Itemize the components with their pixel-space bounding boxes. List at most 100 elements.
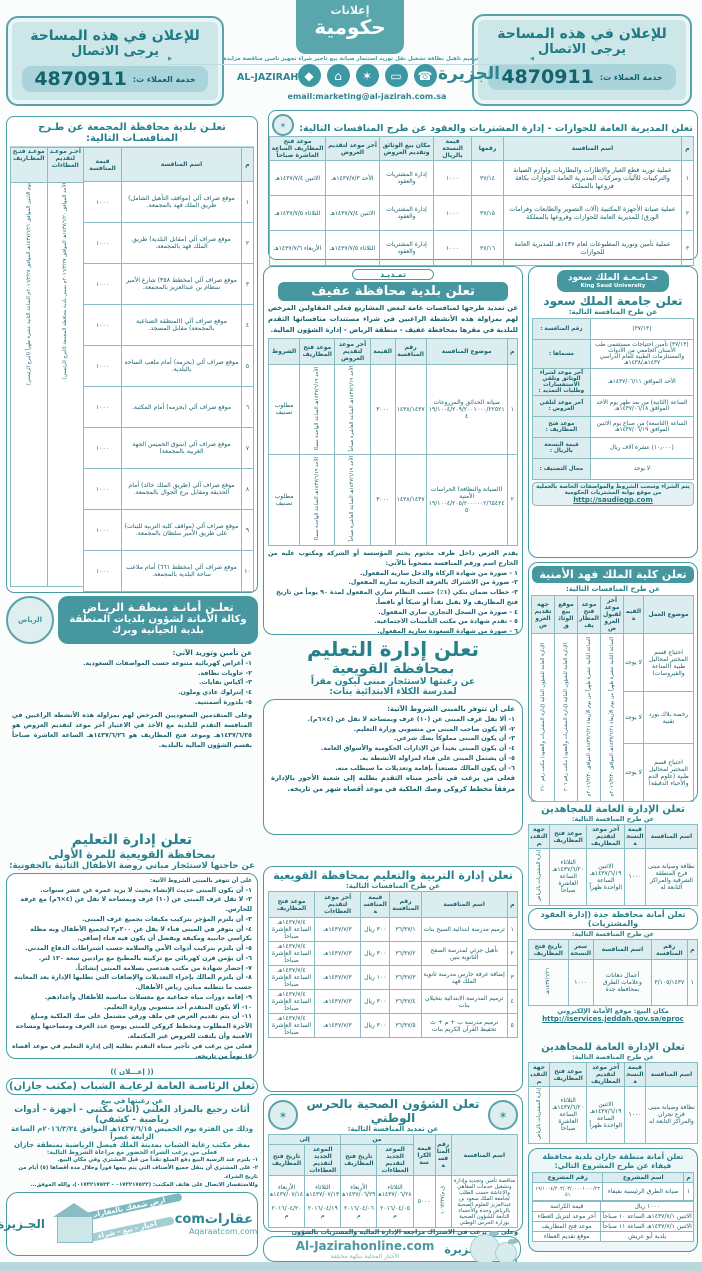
aqaraat-ad-banner[interactable]: عقاراتcom Aqaraatcom.com ارضِ شغفك بالعق…: [0, 1192, 258, 1256]
column-header: قيمة النسخة: [623, 1062, 646, 1087]
list-item: ٣- أن يكون المبنى مملوكاً بصك شرعي.: [393, 735, 515, 743]
edu-taleem-footer: فعلى من يرغب في تأجير مبناه التقدم بطلبه…: [271, 774, 515, 794]
arrow-left-icon: ▶: [168, 56, 173, 62]
list-item: ١- أن يكون المبنى حديث الإنشاء بحيث لا ي…: [40, 886, 252, 894]
column-header: موعد فتح المظاريف: [577, 595, 601, 634]
table-cell: ١٤٣٨/١٤٣٧: [394, 363, 427, 456]
youth-sub: عن رغبتها في بيع: [100, 1097, 164, 1105]
column-header: موعـد فتـح المظـاريف: [11, 148, 47, 183]
ksu-portal-link[interactable]: http://saudiegp.com: [573, 496, 653, 504]
table-cell: مجال التصنيف :: [532, 458, 591, 480]
list-item: ١٠- ألا يكون المتقدم أحد منسوبي وزارة ال…: [104, 1003, 252, 1011]
national-guard-health-section: ✶ تعلن الشؤون الصحية بالحرس الوطني عن تم…: [263, 1094, 523, 1271]
column-header: اسم المشروع: [602, 1172, 684, 1183]
table-cell: ٣٠٠ ريال: [360, 1013, 391, 1038]
title-line2: وكالة الأمانة لشؤون بلديات المنطقة: [69, 614, 247, 625]
jeddah-title: تعلن أمانة محافظة جدة (إدارة العقود والم…: [528, 908, 698, 930]
table-cell: ١٤٣٧/٧/٣هـ: [314, 989, 362, 1014]
table-cell: ٤: [241, 304, 254, 346]
table-cell: ١٠٠٠: [83, 304, 122, 346]
column-header: موعد فتح المظاريف: [548, 824, 588, 849]
jazirah-online-url[interactable]: Al-Jazirahonline.com: [295, 1238, 435, 1253]
table-cell: ق.م/١٠٦٣/٣٧: [434, 1175, 452, 1228]
table-cell: موقع صراف آلي (مخطط ٣٥٨) شارع الأمير سطا…: [121, 263, 242, 305]
table-cell: ترميم مدرسة ابتدائية السيح بنات: [420, 917, 508, 942]
table-cell: ٥٠٠٠: [412, 1175, 436, 1228]
table-cell: عملية صيانة الأجهزة المكتبية (آلات التصو…: [503, 195, 682, 231]
column-header: رقم المنافسة: [434, 1134, 452, 1176]
table-cell: الاثنين ١٤٣٧/٧/١هـ الساعة ١٠ صباحاً: [600, 1211, 694, 1222]
column-header: اسم المنافسة: [592, 939, 653, 960]
table-row: ٤ ترميم المدرسة الابتدائية بنخيلان بنات ٣٦…: [267, 989, 519, 1014]
ksu-logo-en: King Saud University: [580, 283, 646, 289]
table-cell: نظافة وصيانة مبنى فرع نجران والمراكز الت…: [644, 1086, 699, 1144]
edu-first-title1: تعلن إدارة التعليم: [71, 832, 193, 848]
table-cell: ٣/١٠٥/١٤٣٧: [651, 959, 688, 1006]
table-cell: إدارة المشتريات والعقود: [379, 160, 434, 196]
table-row: الاثنين ١٤٣٧/٧/١هـ الساعة ١٠ صباحاً آخر م…: [531, 1211, 694, 1222]
service-label: خدمة العملاء ت:: [132, 74, 196, 84]
table-cell: ١٠٠٠: [433, 230, 472, 266]
muj1-table: اسم المنافسة قيمة النسخة آخر موعد لتقديم…: [528, 824, 699, 906]
bottom-strip: [0, 1262, 702, 1271]
column-header: آخر موعد لتقديم المظاريف: [586, 1062, 625, 1087]
edu-first-items-list: ١- أن يكون المبنى حديث الإنشاء بحيث لا ي…: [12, 886, 252, 1042]
majmaah-title: تعلـن بلدية محافظة المجمعة عن طـرح المنا…: [10, 120, 254, 147]
table-cell: ١٤٣٧/٧/٣هـ: [314, 965, 362, 990]
table-cell: مناقصة تأمين وتجديد وإدارة وتشغيل خدمات …: [450, 1175, 519, 1228]
table-row: لا يوجد مجال التصنيف :: [532, 458, 695, 480]
column-header: م: [686, 939, 699, 960]
table-row: ٥ موقع صراف آلي (بحرمه) أمام ملعب الساحة …: [83, 345, 254, 387]
afif-conditions-intro: يقدم العرض داخل ظرف مختوم بختم المؤسسة أ…: [268, 549, 518, 567]
saudi-emblem-icon: ✶: [355, 64, 379, 87]
list-item: ١- أغراض كهربائية متنوعة حسب المواصفات ا…: [83, 659, 252, 667]
table-cell: (الصيانة والنظافة) الحراسات الأمنية ١٩/١…: [425, 454, 508, 546]
jazirah-online-tagline: الأخبار المحلية بنكهة مختلفة: [330, 1252, 400, 1260]
list-item: ٢- ألا يكون صاحب المبنى من منسوبي وزارة …: [353, 725, 515, 733]
table-cell: ١٩/١٠٠٤/٢٠٣/٠٣/٠٠٠٠١٠٠٠/٢٢٥١: [531, 1182, 604, 1201]
fayfa-table: م اسم المشروع رقم المشروع ١ صيانة الطرق …: [531, 1172, 695, 1201]
column-header: قيمة المنافسة: [360, 891, 391, 918]
table-row: ٣ عملية تأمين وتوريد المطبوعات لعام ١٤٣٧ه…: [269, 230, 694, 266]
table-cell: ١٤٣٧/٧/٤هـ الساعة العاشرة صباحاً: [267, 965, 316, 990]
ksu-table: (٣٧/١٣) رقم المنافسة : (٣٧/١٣) تأمين احتيا…: [532, 318, 695, 480]
column-header: آخر موعد لتقديم العروض: [325, 136, 380, 161]
table-cell: موقع صراف آلي (بحرمه) أمام المكتبة.: [121, 386, 242, 428]
table-cell: الأحد ١٤٣٧/٦/١٩هـ الساعة العاشرة صباحاً: [334, 363, 371, 456]
column-header: م: [506, 891, 519, 918]
table-row: ١ موقع صراف آلي (مواقف التأهيل الشامل) طر…: [83, 181, 254, 223]
column-header: م: [506, 337, 519, 365]
column-header: م: [681, 136, 694, 161]
table-row: ٦ موقع صراف آلي (بحرمه) أمام المكتبة. ١٠٠٠: [83, 386, 254, 428]
table-cell: ١٤٣٧/٧/٤هـ الساعة العاشرة صباحاً: [267, 917, 316, 942]
table-cell: ١٤٣٧/٧/٤هـ الساعة العاشرة صباحاً: [267, 941, 316, 966]
table-cell: ٣٧/١٥: [471, 195, 504, 231]
jeddah-table: م رقم المنافسة اسم المنافسة سعر النسخة ت…: [528, 939, 699, 1006]
table-cell: إدارة المشتريات والعقود: [379, 195, 434, 231]
table-cell: لا يوجد: [589, 458, 695, 480]
marketing-email-text[interactable]: email:marketing@al-jazirah.com.sa: [287, 92, 447, 101]
table-cell: ١٠٠٠: [83, 468, 122, 510]
table-row: بلدية أبو عريش موقع تقديم العطاء: [531, 1231, 694, 1242]
column-header: م: [682, 1172, 695, 1183]
majmaah-opening-column: موعـد فتـح المظـاريف يوم الاثنين الموافق…: [10, 147, 47, 587]
table-cell: قيمة النسخة بالريال :: [532, 437, 591, 459]
jeddah-portal-link[interactable]: http://iservices.jeddah.gov.sa/eproc: [542, 1015, 684, 1023]
list-item: ٥- أن يلتزم بتركيب أدوات الأمن والسلامة …: [25, 945, 252, 953]
list-item: ٢- صورة من الاشتراك بالغرفة التجارية سار…: [348, 579, 518, 587]
table-cell: موقع صراف آلي (مواقف كلية التربية للبنات…: [121, 509, 242, 551]
table-cell: (٣٧/١٣) تأمين احتياجات مستشفى طب الأسنان…: [589, 339, 695, 369]
table-cell: الثلاثاء ١٤٣٧/٦/٢٠هـ الساعة العاشرة صباح…: [548, 848, 588, 906]
marketing-email[interactable]: email:marketing@al-jazirah.com.sa: [272, 92, 462, 101]
list-item: ٦- أن يكون المالك مستعداً بإقامة وتعديلا…: [335, 764, 515, 772]
services-strip-text: ترميم تأهيل نظافة تشغيل نقل توريد استثما…: [223, 56, 479, 62]
list-item: ١- ألا تقل غرف المبنى عن (١٠) غرف وبمساح…: [307, 715, 515, 723]
table-cell: الأربعاء ١٤٣٧/٠٧/١٤هـ ٢٠١٦/٠٤/٢٠م: [267, 1175, 306, 1228]
aqaraat-url[interactable]: Aqaraatcom.com: [189, 1227, 258, 1236]
table-cell: ١٠٠٠: [83, 386, 122, 428]
laptop-shape: [57, 1215, 93, 1243]
list-item: ٥- بلدورة أسمنتية.: [194, 698, 252, 706]
column-header: اسم المنافسة: [450, 1134, 519, 1176]
table-cell: إضافة غرفة حارس مدرسة ثانوية الملك فهد: [420, 965, 508, 990]
column-header: موضوع المنافسة: [425, 337, 508, 365]
